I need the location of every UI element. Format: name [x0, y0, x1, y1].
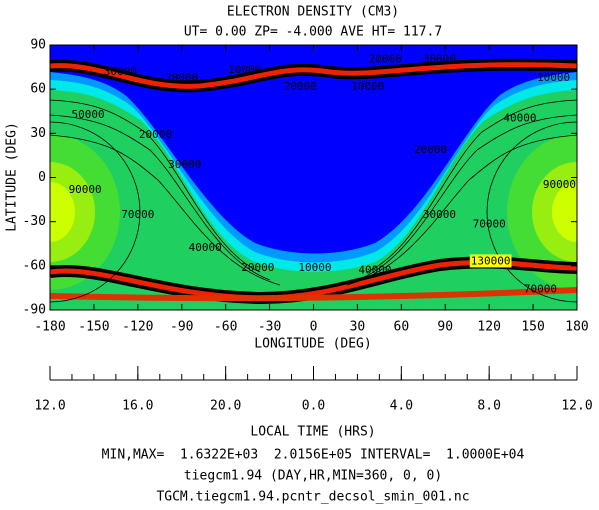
y-tick-label: 90 — [30, 38, 46, 53]
local-time-tick-label: 12.0 — [561, 399, 592, 414]
contour-label: 20000 — [165, 71, 198, 84]
contour-label: 70000 — [121, 208, 154, 221]
contour-label: 20000 — [241, 261, 274, 274]
y-axis-label: LATITUDE (DEG) — [5, 122, 20, 232]
contour-label: 10000 — [298, 261, 331, 274]
local-time-tick-label: 8.0 — [477, 399, 500, 414]
x-tick-label: -180 — [34, 320, 65, 335]
local-time-tick-label: 4.0 — [390, 399, 413, 414]
contour-label: 40000 — [189, 241, 222, 254]
local-time-label: LOCAL TIME (HRS) — [250, 425, 375, 440]
footer-line: tiegcm1.94 (DAY,HR,MIN=360, 0, 0) — [184, 469, 442, 484]
local-time-tick-label: 12.0 — [34, 399, 65, 414]
x-tick-label: -150 — [78, 320, 109, 335]
contour-label: 10000 — [351, 80, 384, 93]
contour-label: 20000 — [139, 128, 172, 141]
chart-title: ELECTRON DENSITY (CM3) — [227, 5, 399, 20]
y-tick-label: -90 — [23, 303, 46, 318]
y-tick-label: 30 — [30, 126, 46, 141]
contour-label: 30000 — [168, 158, 201, 171]
y-tick-label: -30 — [23, 214, 46, 229]
y-tick-label: -60 — [23, 258, 46, 273]
x-tick-label: -120 — [122, 320, 153, 335]
x-tick-label: 30 — [350, 320, 366, 335]
contour-label: 20000 — [414, 143, 447, 156]
contour-label: 130000 — [471, 254, 511, 267]
contour-label: 40000 — [503, 112, 536, 125]
x-tick-label: 180 — [565, 320, 588, 335]
y-tick-label: 60 — [30, 82, 46, 97]
x-tick-label: 150 — [521, 320, 544, 335]
contour-label-bg — [469, 254, 512, 268]
x-tick-label: -30 — [258, 320, 281, 335]
y-tick-label: 0 — [38, 170, 46, 185]
contour-label: 90000 — [69, 183, 102, 196]
local-time-tick-label: 16.0 — [122, 399, 153, 414]
contour-label: 90000 — [543, 178, 576, 191]
contour-label: 40000 — [358, 263, 391, 276]
x-axis-label: LONGITUDE (DEG) — [254, 337, 371, 352]
contour-field — [50, 45, 577, 310]
contour-label: 30000 — [423, 53, 456, 66]
local-time-tick-label: 20.0 — [210, 399, 241, 414]
x-tick-label: 60 — [394, 320, 410, 335]
x-tick-label: -90 — [170, 320, 193, 335]
contour-label: 30000 — [423, 208, 456, 221]
contour-label: 10000 — [228, 63, 261, 76]
contour-label: 70000 — [524, 282, 557, 295]
contour-label: 20000 — [284, 80, 317, 93]
footer-line: TGCM.tiegcm1.94.pcntr_decsol_smin_001.nc — [156, 490, 469, 505]
contour-label: 50000 — [71, 108, 104, 121]
x-tick-label: 120 — [477, 320, 500, 335]
footer-line: MIN,MAX= 1.6322E+03 2.0156E+05 INTERVAL=… — [102, 448, 525, 463]
contour-label: 20000 — [369, 53, 402, 66]
x-tick-label: -60 — [214, 320, 237, 335]
x-tick-label: 90 — [437, 320, 453, 335]
contour-label: 10000 — [537, 71, 570, 84]
local-time-tick-label: 0.0 — [302, 399, 325, 414]
chart-subtitle: UT= 0.00 ZP= -4.000 AVE HT= 117.7 — [184, 25, 442, 40]
x-tick-label: 0 — [310, 320, 318, 335]
contour-label: 30000 — [104, 65, 137, 78]
contour-label: 70000 — [473, 218, 506, 231]
